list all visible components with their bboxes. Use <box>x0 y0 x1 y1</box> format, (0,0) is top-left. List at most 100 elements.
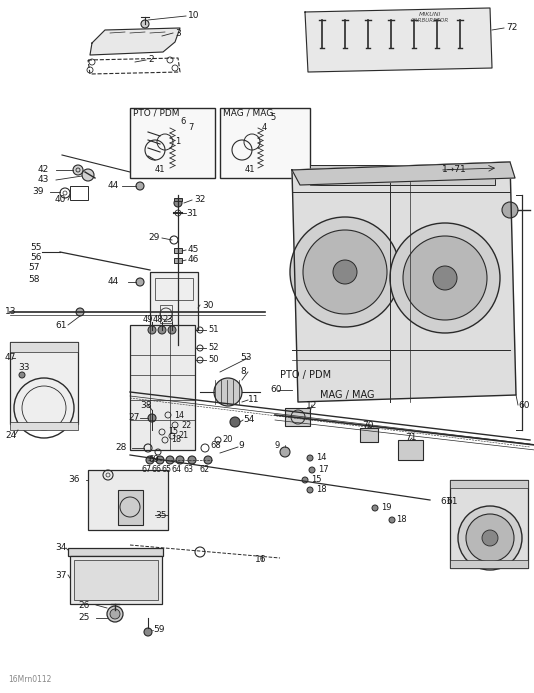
Circle shape <box>389 517 395 523</box>
Text: 64: 64 <box>172 466 182 475</box>
Text: 54: 54 <box>243 416 254 425</box>
Text: 27: 27 <box>128 414 139 423</box>
Text: 6: 6 <box>180 118 185 127</box>
Bar <box>118 490 143 525</box>
Text: 44: 44 <box>108 277 119 286</box>
Text: 71: 71 <box>405 434 417 443</box>
Circle shape <box>82 169 94 181</box>
Text: 15: 15 <box>168 428 178 437</box>
Circle shape <box>302 477 308 483</box>
Circle shape <box>144 628 152 636</box>
Circle shape <box>407 170 413 176</box>
Text: 10: 10 <box>188 12 200 21</box>
Text: 13: 13 <box>5 308 17 317</box>
Circle shape <box>482 530 498 546</box>
Circle shape <box>372 505 378 511</box>
Text: 58: 58 <box>28 276 40 285</box>
Circle shape <box>433 266 457 290</box>
Text: 5: 5 <box>270 114 275 123</box>
Text: 19: 19 <box>381 504 391 513</box>
Text: 23: 23 <box>163 315 174 324</box>
Text: 28: 28 <box>115 444 127 453</box>
Text: 31: 31 <box>186 209 198 218</box>
Text: 61: 61 <box>440 498 452 507</box>
Bar <box>174 248 182 253</box>
Text: 48: 48 <box>153 315 163 324</box>
Text: 24: 24 <box>5 430 16 439</box>
Circle shape <box>309 467 315 473</box>
Circle shape <box>204 456 212 464</box>
Bar <box>130 108 215 178</box>
Circle shape <box>230 417 240 427</box>
Text: 9: 9 <box>238 441 244 450</box>
Circle shape <box>188 456 196 464</box>
Text: MAG / MAG: MAG / MAG <box>320 390 374 400</box>
Text: 1→71: 1→71 <box>442 166 467 175</box>
Bar <box>10 422 78 430</box>
Text: MAG / MAG: MAG / MAG <box>223 109 273 118</box>
Circle shape <box>280 447 290 457</box>
Text: 18: 18 <box>316 486 327 495</box>
Text: 34: 34 <box>55 543 66 552</box>
Text: 67: 67 <box>142 466 152 475</box>
Bar <box>10 342 78 424</box>
Text: 51: 51 <box>208 326 218 335</box>
Text: 37: 37 <box>55 570 67 579</box>
Text: CARBURETOR: CARBURETOR <box>411 18 449 23</box>
Circle shape <box>214 378 242 406</box>
Circle shape <box>451 504 459 512</box>
Text: 50: 50 <box>208 356 218 365</box>
Circle shape <box>166 456 174 464</box>
Text: PTO / PDM: PTO / PDM <box>133 109 179 118</box>
Bar <box>70 556 162 604</box>
Circle shape <box>148 326 156 334</box>
Text: 42: 42 <box>38 166 49 175</box>
Text: 26: 26 <box>78 601 89 610</box>
Text: 41: 41 <box>245 166 255 175</box>
Text: 55: 55 <box>30 243 42 252</box>
Text: 40: 40 <box>55 195 66 204</box>
Bar <box>150 272 198 330</box>
Text: 43: 43 <box>38 175 49 184</box>
Circle shape <box>502 202 518 218</box>
Circle shape <box>148 414 156 422</box>
Text: 66: 66 <box>152 466 162 475</box>
Circle shape <box>303 230 387 314</box>
Circle shape <box>136 278 144 286</box>
Bar <box>70 186 88 200</box>
Circle shape <box>107 606 123 622</box>
Bar <box>10 342 78 352</box>
Text: 14: 14 <box>174 410 184 419</box>
Text: 14: 14 <box>316 453 326 462</box>
Circle shape <box>158 326 166 334</box>
Bar <box>174 258 182 263</box>
Text: 45: 45 <box>188 245 199 254</box>
Text: 12: 12 <box>306 401 317 410</box>
Circle shape <box>168 326 176 334</box>
Text: 52: 52 <box>208 344 218 353</box>
Text: 69: 69 <box>148 455 159 464</box>
Bar <box>160 305 172 323</box>
Circle shape <box>156 456 164 464</box>
Text: 11: 11 <box>248 396 260 405</box>
Polygon shape <box>305 8 492 72</box>
Bar <box>88 470 168 530</box>
Text: 53: 53 <box>240 353 252 362</box>
Text: 1: 1 <box>175 137 180 146</box>
Text: 63: 63 <box>184 466 194 475</box>
Circle shape <box>437 170 443 176</box>
Polygon shape <box>90 28 180 55</box>
Circle shape <box>76 308 84 316</box>
Bar <box>220 108 310 178</box>
Text: 56: 56 <box>30 254 42 263</box>
Text: 39: 39 <box>32 188 43 197</box>
Circle shape <box>290 217 400 327</box>
Text: 25: 25 <box>78 613 89 622</box>
Text: 61: 61 <box>446 498 458 507</box>
Text: 29: 29 <box>148 234 159 243</box>
Circle shape <box>333 260 357 284</box>
Text: 46: 46 <box>188 256 199 265</box>
Bar <box>450 480 528 488</box>
Text: 7: 7 <box>188 123 193 132</box>
Bar <box>360 428 378 442</box>
